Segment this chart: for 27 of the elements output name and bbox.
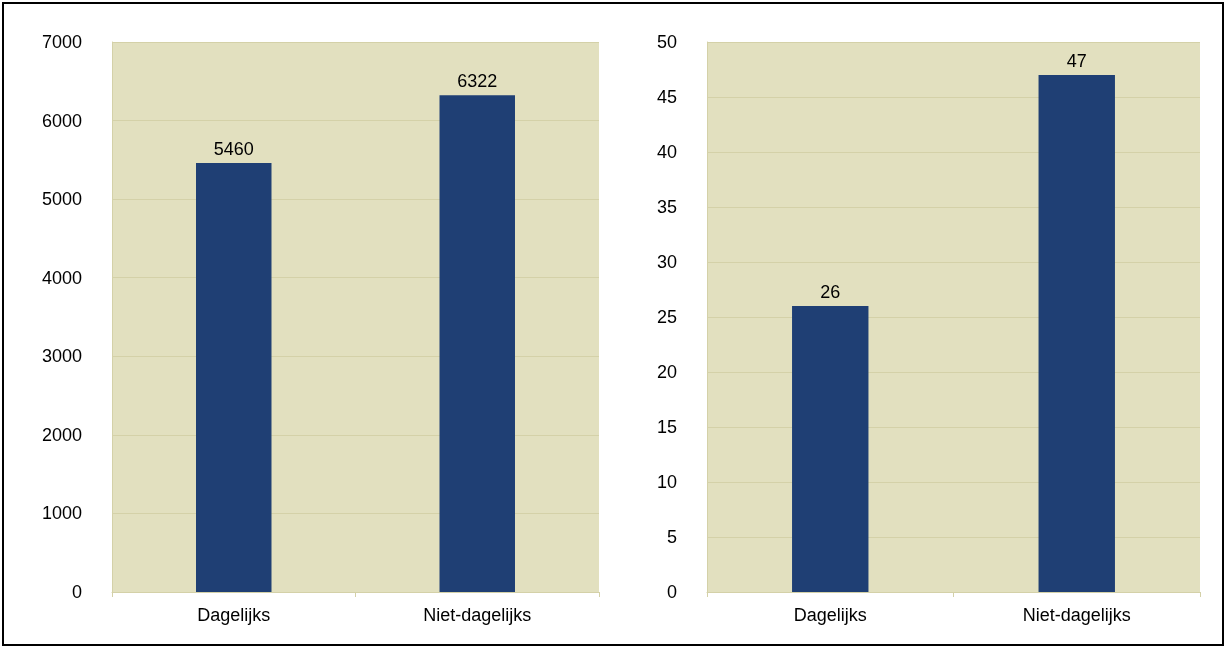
y-tick-label: 20: [656, 362, 677, 382]
y-tick-label: 5000: [41, 189, 82, 210]
y-tick-label: 4000: [41, 267, 82, 288]
data-label: 5460: [213, 139, 254, 159]
y-tick-label: 35: [656, 197, 677, 217]
y-tick-label: 30: [656, 252, 677, 272]
y-tick-label: 5: [666, 527, 677, 547]
x-tick-label: Dagelijks: [793, 605, 867, 625]
x-tick-label: Dagelijks: [197, 605, 271, 625]
y-tick-label: 40: [656, 142, 677, 162]
y-tick-label: 3000: [41, 346, 82, 367]
data-label: 6322: [457, 71, 498, 92]
y-tick-label: 25: [656, 307, 677, 327]
y-tick-label: 45: [656, 87, 677, 107]
y-tick-label: 15: [656, 417, 677, 437]
x-tick-label: Niet-dagelijks: [423, 605, 532, 625]
y-tick-label: 2000: [41, 424, 82, 445]
x-tick-label: Niet-dagelijks: [1022, 605, 1131, 625]
data-label: 26: [820, 282, 841, 302]
y-tick-label: 0: [71, 582, 82, 602]
y-tick-label: 7000: [41, 32, 82, 52]
data-label: 47: [1066, 51, 1087, 71]
y-tick-label: 6000: [41, 110, 82, 131]
y-tick-label: 1000: [41, 503, 82, 524]
y-tick-label: 0: [666, 582, 677, 602]
y-tick-label: 50: [656, 32, 677, 52]
y-tick-label: 10: [656, 472, 677, 492]
